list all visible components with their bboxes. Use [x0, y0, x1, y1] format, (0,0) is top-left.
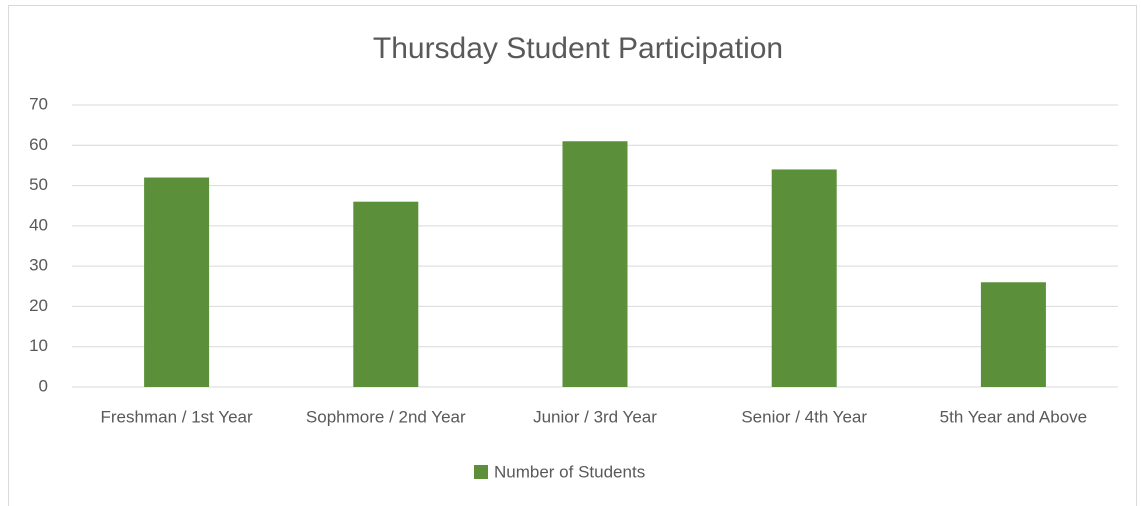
x-tick-label: Freshman / 1st Year	[101, 407, 253, 426]
y-tick-label: 40	[29, 215, 48, 234]
y-tick-label: 10	[29, 336, 48, 355]
y-tick-label: 20	[29, 296, 48, 315]
chart-title: Thursday Student Participation	[373, 32, 783, 65]
y-tick-label: 0	[39, 376, 48, 395]
bar	[353, 201, 419, 387]
bar	[980, 282, 1046, 387]
bar	[771, 169, 837, 387]
y-tick-label: 50	[29, 175, 48, 194]
x-tick-label: Sophmore / 2nd Year	[306, 407, 466, 426]
y-tick-label: 70	[29, 94, 48, 113]
chart-border	[8, 5, 1137, 506]
x-tick-label: Junior / 3rd Year	[533, 407, 657, 426]
legend-swatch	[474, 465, 488, 479]
bar	[562, 141, 628, 387]
bar	[144, 177, 210, 387]
x-tick-label: 5th Year and Above	[940, 407, 1087, 426]
legend-label: Number of Students	[494, 462, 645, 481]
y-tick-label: 30	[29, 256, 48, 275]
y-tick-label: 60	[29, 135, 48, 154]
x-tick-label: Senior / 4th Year	[741, 407, 867, 426]
